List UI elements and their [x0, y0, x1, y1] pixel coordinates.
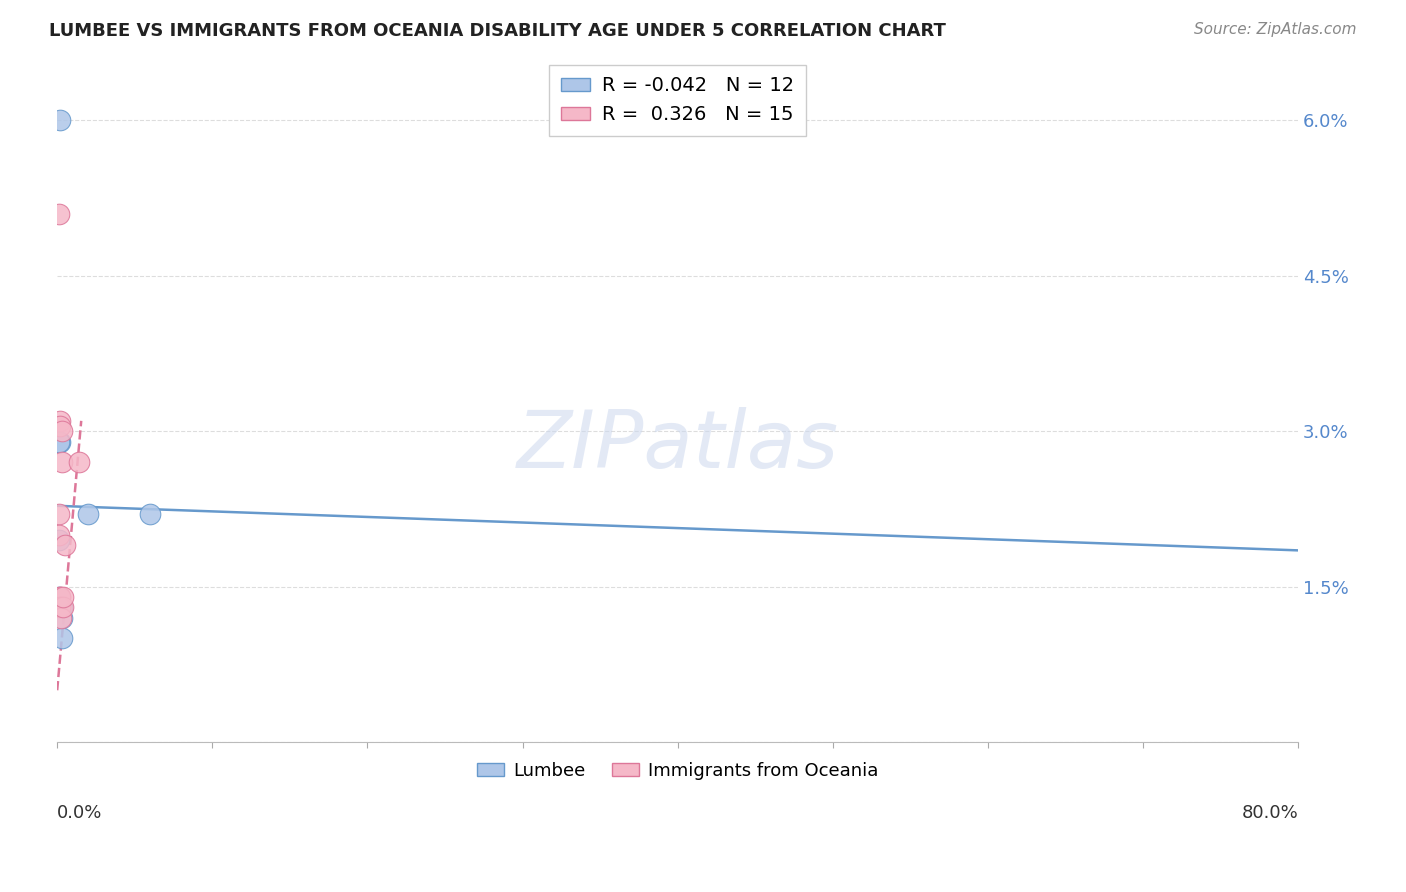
Point: [53, 538, 76, 552]
Point: [48, 113, 70, 128]
Point: [49, 434, 72, 449]
Point: [77, 507, 100, 521]
Point: [48, 528, 70, 542]
Point: [48, 434, 70, 449]
Point: [49, 600, 72, 615]
Text: Source: ZipAtlas.com: Source: ZipAtlas.com: [1194, 22, 1357, 37]
Point: [67, 455, 90, 469]
Point: [48, 590, 70, 604]
Point: [52, 590, 75, 604]
Point: [51, 632, 73, 646]
Point: [48, 434, 70, 449]
Point: [48, 507, 70, 521]
Legend: Lumbee, Immigrants from Oceania: Lumbee, Immigrants from Oceania: [470, 755, 886, 787]
Point: [139, 507, 162, 521]
Point: [49, 419, 72, 434]
Point: [52, 600, 75, 615]
Point: [51, 455, 73, 469]
Point: [51, 600, 73, 615]
Point: [49, 600, 72, 615]
Point: [48, 533, 70, 547]
Point: [48, 206, 70, 220]
Point: [49, 590, 72, 604]
Point: [49, 414, 72, 428]
Text: LUMBEE VS IMMIGRANTS FROM OCEANIA DISABILITY AGE UNDER 5 CORRELATION CHART: LUMBEE VS IMMIGRANTS FROM OCEANIA DISABI…: [49, 22, 946, 40]
Text: 0.0%: 0.0%: [58, 805, 103, 822]
Text: 80.0%: 80.0%: [1241, 805, 1298, 822]
Text: ZIPatlas: ZIPatlas: [516, 407, 839, 484]
Point: [48, 590, 70, 604]
Point: [49, 611, 72, 625]
Point: [51, 611, 73, 625]
Point: [51, 424, 73, 438]
